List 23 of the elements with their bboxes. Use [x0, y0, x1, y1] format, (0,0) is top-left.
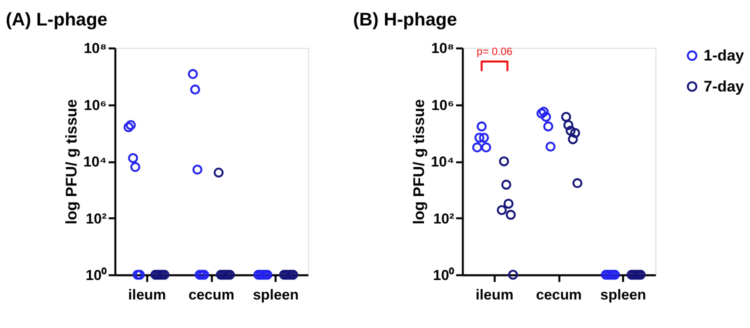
- chart-title: (B) H-phage: [353, 8, 458, 30]
- y-tick-label: 10⁶: [84, 98, 107, 114]
- x-tick-label: cecum: [536, 287, 582, 304]
- legend-label: 7-day: [704, 78, 744, 96]
- y-tick-label: 10⁸: [431, 41, 454, 58]
- y-tick-label: 10⁰: [433, 267, 456, 284]
- x-tick-label: spleen: [600, 287, 646, 304]
- y-axis-title: log PFU/ g tissue: [64, 98, 81, 224]
- y-tick-label: 10⁶: [431, 98, 454, 114]
- x-tick-label: ileum: [476, 287, 514, 304]
- x-tick-label: ileum: [128, 287, 166, 304]
- x-tick-label: cecum: [188, 287, 234, 304]
- chart-title: (A) L-phage: [6, 8, 108, 30]
- y-tick-label: 10⁴: [430, 154, 454, 171]
- legend-label: 1-day: [704, 47, 744, 64]
- y-tick-label: 10⁴: [83, 154, 107, 171]
- x-tick-label: spleen: [252, 287, 299, 304]
- y-tick-label: 10²: [433, 211, 454, 228]
- y-tick-label: 10⁰: [86, 267, 108, 284]
- y-tick-label: 10⁸: [84, 41, 107, 58]
- annotation: p= 0.06: [476, 46, 512, 58]
- y-tick-label: 10²: [86, 211, 107, 228]
- y-axis-title: log PFU/ g tissue: [411, 98, 428, 224]
